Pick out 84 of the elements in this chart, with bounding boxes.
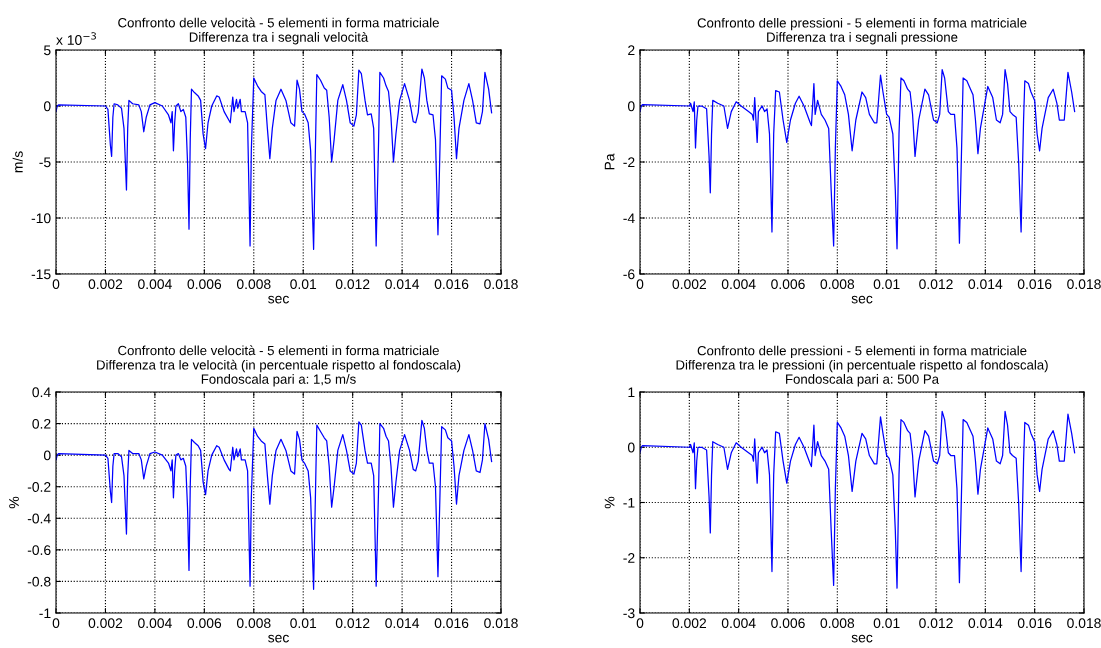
x-tick-label: 0.008 [820,279,855,290]
y-tick-label: 0 [43,450,51,461]
x-tick-label: 0.012 [919,279,953,290]
x-tick-label: 0 [52,279,60,290]
y-tick-label: 2 [628,45,635,56]
x-tick-label: 0.002 [88,279,123,290]
x-tick-label: 0.002 [672,618,707,629]
x-tick-label: 0.018 [484,279,518,290]
x-tick-label: 0 [636,279,644,290]
y-tick-label: 0.2 [32,418,51,429]
y-tick-label: 0 [43,101,51,112]
x-tick-label: 0.016 [1017,618,1052,629]
chart-subtitle: Differenza tra i segnali velocità [189,31,369,45]
y-tick-label: -0.8 [27,576,51,587]
x-axis-title: sec [851,295,873,304]
x-tick-label: 0.016 [434,279,469,290]
y-axis-title: % [9,496,19,509]
y-tick-label: -3 [623,608,635,619]
x-tick-label: 0.016 [1017,279,1052,290]
x-tick-label: 0.01 [873,279,900,290]
y-tick-label: 5 [43,45,51,56]
x-tick-label: 0.012 [335,618,370,629]
y-axis-title: % [604,496,615,509]
x-tick-label: 0.008 [236,279,271,290]
y-tick-label: -0.4 [27,513,51,524]
x-tick-label: 0.002 [88,618,123,629]
x-tick-label: 0.006 [187,279,222,290]
y-tick-label: -0.2 [27,482,51,492]
y-tick-label: -5 [39,157,51,168]
y-tick-label: -15 [31,269,51,280]
chart-subtitle: Differenza tra i segnali pressione [767,32,958,45]
y-tick-label: -1 [39,608,51,619]
x-tick-label: 0.014 [968,618,1003,629]
x-tick-label: 0.008 [820,618,855,629]
line-series [56,68,493,250]
y-tick-label: -10 [31,213,51,224]
x-tick-label: 0.018 [1067,279,1101,290]
x-tick-label: 0.004 [138,618,172,629]
x-tick-label: 0.008 [236,618,271,629]
x-tick-label: 0.018 [1067,618,1101,629]
x-tick-label: 0.01 [873,618,900,629]
line-series [56,419,493,590]
y-tick-label: 0.4 [32,387,51,398]
line-series [640,410,1076,589]
chart-title: Confronto delle pressioni - 5 elementi in forma matriciale [697,345,1027,358]
x-tick-label: 0.018 [484,618,518,629]
x-tick-label: 0.004 [721,618,756,629]
y-tick-label: -2 [623,553,635,563]
x-tick-label: 0.006 [771,618,805,629]
y-tick-label: -4 [623,213,635,224]
x-tick-label: 0.012 [919,618,953,629]
x-tick-label: 0.012 [335,279,370,290]
x-tick-label: 0 [52,618,60,629]
x-tick-label: 0.014 [385,618,420,629]
chart-subtitle: Differenza tra le velocità (in percentuale rispetto al fondoscala) Fondoscala pari a: 1,5 m/s [97,359,461,387]
text: x 10$^{−3}$ [56,32,96,45]
x-tick-label: 0.014 [385,279,420,290]
y-tick-label: -1 [623,497,635,508]
x-axis-title: sec [268,295,289,304]
y-axis-title: Pa [604,153,615,170]
y-tick-label: -0.6 [27,545,51,556]
chart-subtitle: Differenza tra le pressioni (in percentuale rispetto al fondoscala) Fondoscala pari a: 500 Pa [676,359,1048,387]
chart-title: Confronto delle velocità - 5 elementi in forma matriciale [118,345,439,356]
x-tick-label: 0.01 [290,279,317,290]
x-tick-label: 0.01 [290,618,317,629]
x-tick-label: 0.004 [138,279,172,290]
y-tick-label: 0 [627,101,635,112]
y-tick-label: -6 [623,269,635,280]
x-tick-label: 0.006 [187,618,222,629]
y-tick-label: 0 [627,442,635,453]
x-tick-label: 0.002 [672,279,707,290]
y-axis-title: m/s [12,151,23,173]
y-tick-label: 1 [628,387,635,398]
x-axis-title: sec [268,634,289,643]
line-series [640,68,1076,250]
x-tick-label: 0.016 [434,618,469,629]
x-tick-label: 0 [636,618,644,629]
x-axis-title: sec [851,634,873,643]
y-tick-label: -2 [623,157,635,168]
x-tick-label: 0.004 [721,279,756,290]
chart-title: Confronto delle velocità - 5 elementi in forma matriciale [118,17,439,28]
chart-title: Confronto delle pressioni - 5 elementi in forma matriciale [697,17,1027,31]
x-tick-label: 0.014 [968,279,1003,290]
x-tick-label: 0.006 [771,279,805,290]
